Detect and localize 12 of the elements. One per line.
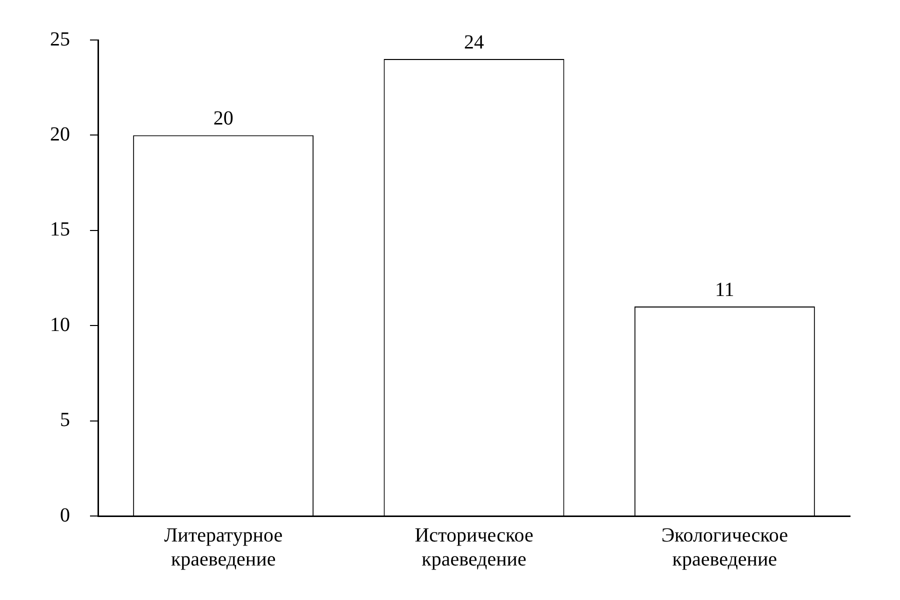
x-tick-label: Литературное краеведение xyxy=(164,524,283,570)
y-tick-label: 5 xyxy=(60,409,70,432)
y-tick-label: 15 xyxy=(50,218,70,241)
y-tick-label: 10 xyxy=(50,314,70,336)
y-tick-label: 20 xyxy=(50,123,70,146)
data-label: 24 xyxy=(464,31,484,54)
y-tick-label: 25 xyxy=(50,28,70,50)
data-label: 11 xyxy=(715,278,734,301)
y-tick-label: 0 xyxy=(60,504,70,526)
x-tick-label: Историческое краеведение xyxy=(414,524,534,570)
x-tick-label: Экологическое краеведение xyxy=(661,524,788,570)
data-label: 20 xyxy=(213,107,234,130)
